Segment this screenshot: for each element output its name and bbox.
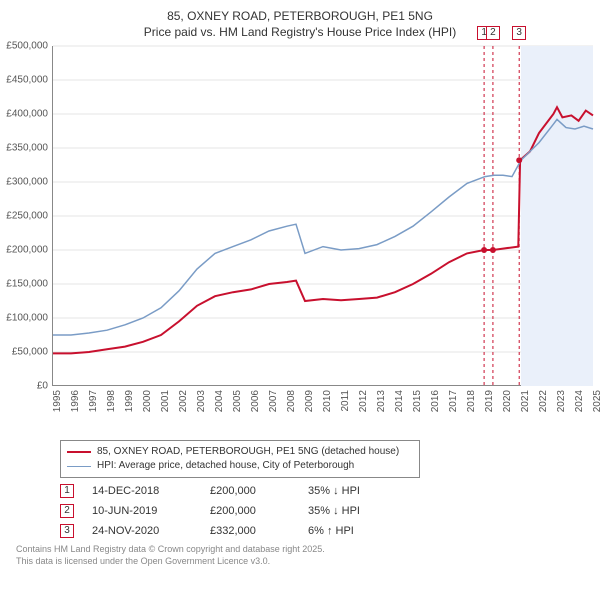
transaction-number: 1: [60, 484, 74, 498]
x-tick-label: 2017: [448, 390, 459, 412]
x-tick-label: 2010: [322, 390, 333, 412]
transaction-number: 2: [60, 504, 74, 518]
transaction-price: £200,000: [210, 505, 290, 517]
x-tick-label: 2014: [394, 390, 405, 412]
transaction-delta: 35% ↓ HPI: [308, 485, 398, 497]
x-axis: 1995 1996 1997 1998 1999 2000 2001 2002 2003 2004…: [52, 386, 592, 436]
x-tick-label: 2022: [538, 390, 549, 412]
x-tick-label: 2020: [502, 390, 513, 412]
x-tick-label: 1999: [124, 390, 135, 412]
y-tick-label: £300,000: [6, 177, 48, 188]
x-tick-label: 2009: [304, 390, 315, 412]
transaction-delta: 6% ↑ HPI: [308, 525, 398, 537]
y-tick-label: £150,000: [6, 279, 48, 290]
y-tick-label: £500,000: [6, 41, 48, 52]
x-tick-label: 2002: [178, 390, 189, 412]
event-marker-label: 2: [486, 26, 500, 40]
y-tick-label: £400,000: [6, 109, 48, 120]
x-tick-label: 2011: [340, 390, 351, 412]
x-tick-label: 2023: [556, 390, 567, 412]
sale-dot: [490, 247, 496, 253]
transaction-date: 14-DEC-2018: [92, 485, 192, 497]
x-tick-label: 2006: [250, 390, 261, 412]
y-tick-label: £200,000: [6, 245, 48, 256]
y-tick-label: £450,000: [6, 75, 48, 86]
x-tick-label: 2003: [196, 390, 207, 412]
transaction-date: 24-NOV-2020: [92, 525, 192, 537]
x-tick-label: 2016: [430, 390, 441, 412]
x-tick-label: 2015: [412, 390, 423, 412]
x-tick-label: 2008: [286, 390, 297, 412]
legend: 85, OXNEY ROAD, PETERBOROUGH, PE1 5NG (d…: [60, 440, 420, 478]
y-tick-label: £250,000: [6, 211, 48, 222]
attribution: Contains HM Land Registry data © Crown c…: [16, 544, 584, 567]
y-tick-label: £0: [37, 381, 48, 392]
transaction-number: 3: [60, 524, 74, 538]
x-tick-label: 1998: [106, 390, 117, 412]
transaction-row: 1 14-DEC-2018 £200,000 35% ↓ HPI: [60, 484, 584, 498]
event-marker-label: 3: [512, 26, 526, 40]
x-tick-label: 2005: [232, 390, 243, 412]
transaction-price: £200,000: [210, 485, 290, 497]
y-tick-label: £350,000: [6, 143, 48, 154]
y-axis: £0£50,000£100,000£150,000£200,000£250,00…: [8, 46, 52, 386]
sale-dot: [481, 247, 487, 253]
x-tick-label: 1995: [52, 390, 63, 412]
transaction-row: 3 24-NOV-2020 £332,000 6% ↑ HPI: [60, 524, 584, 538]
x-tick-label: 2004: [214, 390, 225, 412]
x-tick-label: 2025: [592, 390, 600, 412]
x-tick-label: 2018: [466, 390, 477, 412]
transaction-row: 2 10-JUN-2019 £200,000 35% ↓ HPI: [60, 504, 584, 518]
y-tick-label: £100,000: [6, 313, 48, 324]
attribution-line1: Contains HM Land Registry data © Crown c…: [16, 544, 584, 556]
transactions-table: 1 14-DEC-2018 £200,000 35% ↓ HPI 2 10-JUN-201…: [60, 484, 584, 538]
sale-dot: [516, 158, 522, 164]
legend-swatch: [67, 466, 91, 467]
title-block: 85, OXNEY ROAD, PETERBOROUGH, PE1 5NG Pr…: [8, 8, 592, 40]
legend-row: HPI: Average price, detached house, City…: [67, 459, 413, 473]
transaction-price: £332,000: [210, 525, 290, 537]
title-line1: 85, OXNEY ROAD, PETERBOROUGH, PE1 5NG: [8, 8, 592, 24]
legend-swatch: [67, 451, 91, 453]
x-tick-label: 2021: [520, 390, 531, 412]
title-line2: Price paid vs. HM Land Registry's House …: [8, 24, 592, 40]
legend-row: 85, OXNEY ROAD, PETERBOROUGH, PE1 5NG (d…: [67, 445, 413, 459]
x-tick-label: 2001: [160, 390, 171, 412]
x-tick-label: 1997: [88, 390, 99, 412]
x-tick-label: 2024: [574, 390, 585, 412]
legend-label: HPI: Average price, detached house, City…: [97, 459, 354, 473]
markers-layer: [53, 46, 592, 385]
x-tick-label: 2013: [376, 390, 387, 412]
x-tick-label: 2000: [142, 390, 153, 412]
x-tick-label: 1996: [70, 390, 81, 412]
x-tick-label: 2007: [268, 390, 279, 412]
attribution-line2: This data is licensed under the Open Gov…: [16, 556, 584, 568]
x-tick-label: 2012: [358, 390, 369, 412]
transaction-date: 10-JUN-2019: [92, 505, 192, 517]
x-tick-label: 2019: [484, 390, 495, 412]
y-tick-label: £50,000: [12, 347, 48, 358]
chart-area: £0 £50,000 £100,000 £150,000 £200,000 £250,00…: [8, 46, 592, 436]
chart-container: 85, OXNEY ROAD, PETERBOROUGH, PE1 5NG Pr…: [0, 0, 600, 590]
plot-area: 123: [52, 46, 592, 386]
transaction-delta: 35% ↓ HPI: [308, 505, 398, 517]
legend-label: 85, OXNEY ROAD, PETERBOROUGH, PE1 5NG (d…: [97, 445, 399, 459]
